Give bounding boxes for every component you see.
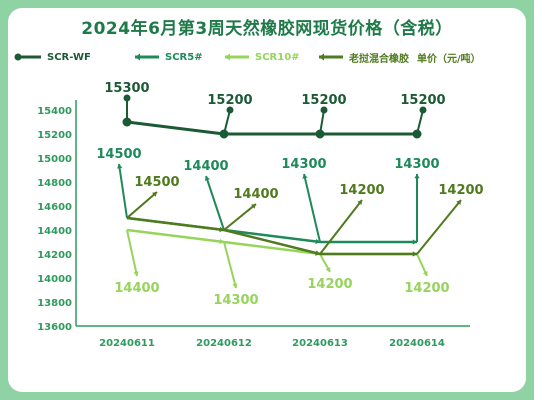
series-1-arrowhead-1 bbox=[315, 238, 320, 245]
legend-item-laos-mixed: 老挝混合橡胶 单价（元/吨） bbox=[316, 50, 481, 65]
series-2-data-label-3: 14200 bbox=[404, 281, 449, 296]
series-3-leader-arrow-2 bbox=[357, 200, 362, 205]
y-tick-label-14400: 14400 bbox=[37, 226, 72, 237]
series-3-leader-0 bbox=[126, 191, 158, 219]
legend-swatch-scr10 bbox=[225, 53, 249, 61]
legend-label-scr10: SCR10# bbox=[255, 51, 300, 63]
legend-swatch-laos-mixed bbox=[319, 53, 343, 61]
x-tick-label-20240613: 20240613 bbox=[292, 338, 348, 349]
chart-title: 2024年6月第3周天然橡胶网现货价格（含税） bbox=[81, 19, 453, 39]
series-3-leader-2 bbox=[319, 199, 363, 255]
legend-item-scr-wf: SCR-WF bbox=[14, 50, 91, 64]
chart-legend: SCR-WF SCR5# SCR10# 老挝混合橡胶 单价（元/吨） bbox=[14, 50, 524, 66]
series-3-leader-3 bbox=[416, 199, 462, 255]
legend-label-laos-mixed: 老挝混合橡胶 bbox=[349, 53, 409, 65]
series-0-leader-dot-2 bbox=[320, 106, 328, 114]
series-1-data-label-1: 14400 bbox=[183, 159, 228, 174]
series-2-leader-arrow-2 bbox=[325, 267, 331, 272]
series-0-point-0 bbox=[122, 117, 132, 127]
series-1-leader-arrow-0 bbox=[116, 164, 123, 169]
series-3-data-label-1: 14400 bbox=[233, 187, 278, 202]
series-1-leader-arrow-3 bbox=[414, 174, 420, 179]
x-tick-label-20240612: 20240612 bbox=[196, 338, 252, 349]
y-tick-label-13600: 13600 bbox=[37, 322, 72, 333]
y-tick-label-14200: 14200 bbox=[37, 250, 72, 261]
y-tick-label-14800: 14800 bbox=[37, 178, 72, 189]
legend-swatch-scr-wf bbox=[14, 53, 41, 61]
series-0-leader-dot-0 bbox=[123, 94, 131, 102]
legend-item-scr5: SCR5# bbox=[132, 50, 203, 64]
series-0-segment-0 bbox=[126, 120, 225, 136]
y-tick-label-13800: 13800 bbox=[37, 298, 72, 309]
series-1-leader-arrow-2 bbox=[302, 174, 308, 179]
series-3-leader-arrow-0 bbox=[152, 192, 157, 197]
series-2-segment-0 bbox=[126, 228, 225, 244]
series-2-data-label-0: 14400 bbox=[114, 281, 159, 296]
series-3-leader-arrow-3 bbox=[456, 200, 461, 205]
series-2-leader-arrow-3 bbox=[422, 271, 428, 276]
series-1-segment-1 bbox=[223, 228, 321, 244]
series-2-leader-arrow-1 bbox=[232, 283, 238, 288]
series-3-segment-1 bbox=[223, 228, 321, 256]
legend-unit-label: 单价（元/吨） bbox=[417, 53, 481, 65]
series-2-leader-1 bbox=[223, 241, 237, 289]
chart-card bbox=[8, 8, 526, 392]
series-3-leader-arrow-1 bbox=[251, 204, 256, 209]
legend-item-scr10: SCR10# bbox=[222, 50, 300, 64]
series-1-data-label-3: 14300 bbox=[394, 157, 439, 172]
legend-label-scr-wf: SCR-WF bbox=[47, 51, 91, 63]
series-3-arrowhead-1 bbox=[315, 250, 320, 256]
series-1-leader-2 bbox=[303, 173, 321, 243]
y-tick-label-15000: 15000 bbox=[37, 154, 72, 165]
series-0-point-2 bbox=[315, 129, 325, 139]
series-0-leader-dot-1 bbox=[226, 106, 234, 114]
series-3-data-label-3: 14200 bbox=[438, 183, 483, 198]
legend-swatch-scr5 bbox=[135, 53, 159, 61]
series-1-arrowhead-2 bbox=[412, 239, 417, 245]
series-0-data-label-3: 15200 bbox=[400, 93, 445, 108]
series-2-data-label-2: 14200 bbox=[307, 277, 352, 292]
series-1-leader-arrow-1 bbox=[204, 176, 210, 181]
series-2-leader-0 bbox=[126, 229, 138, 277]
y-tick-label-15200: 15200 bbox=[37, 130, 72, 141]
series-2-arrowhead-0 bbox=[219, 238, 224, 245]
series-0-data-label-0: 15300 bbox=[104, 81, 149, 96]
series-1-leader-1 bbox=[205, 175, 225, 231]
x-tick-label-20240614: 20240614 bbox=[389, 338, 445, 349]
series-1-data-label-0: 14500 bbox=[96, 147, 141, 162]
series-0-leader-dot-3 bbox=[419, 106, 427, 114]
series-2-leader-arrow-0 bbox=[133, 271, 139, 276]
series-3-arrowhead-0 bbox=[219, 226, 224, 233]
series-0-point-3 bbox=[412, 129, 422, 139]
y-tick-label-14600: 14600 bbox=[37, 202, 72, 213]
series-3-segment-0 bbox=[126, 216, 225, 232]
series-0-data-label-1: 15200 bbox=[207, 93, 252, 108]
y-tick-label-14000: 14000 bbox=[37, 274, 72, 285]
y-tick-label-15400: 15400 bbox=[37, 106, 72, 117]
series-0-data-label-2: 15200 bbox=[301, 93, 346, 108]
series-0-point-1 bbox=[219, 129, 229, 139]
series-2-segment-1 bbox=[223, 240, 321, 256]
series-1-leader-0 bbox=[118, 163, 128, 219]
series-2-data-label-1: 14300 bbox=[213, 293, 258, 308]
series-1-data-label-2: 14300 bbox=[281, 157, 326, 172]
x-tick-label-20240611: 20240611 bbox=[99, 338, 155, 349]
series-3-data-label-2: 14200 bbox=[339, 183, 384, 198]
legend-label-scr5: SCR5# bbox=[165, 51, 203, 63]
series-3-data-label-0: 14500 bbox=[134, 175, 179, 190]
series-3-arrowhead-2 bbox=[412, 251, 417, 257]
series-3-leader-1 bbox=[223, 203, 257, 231]
